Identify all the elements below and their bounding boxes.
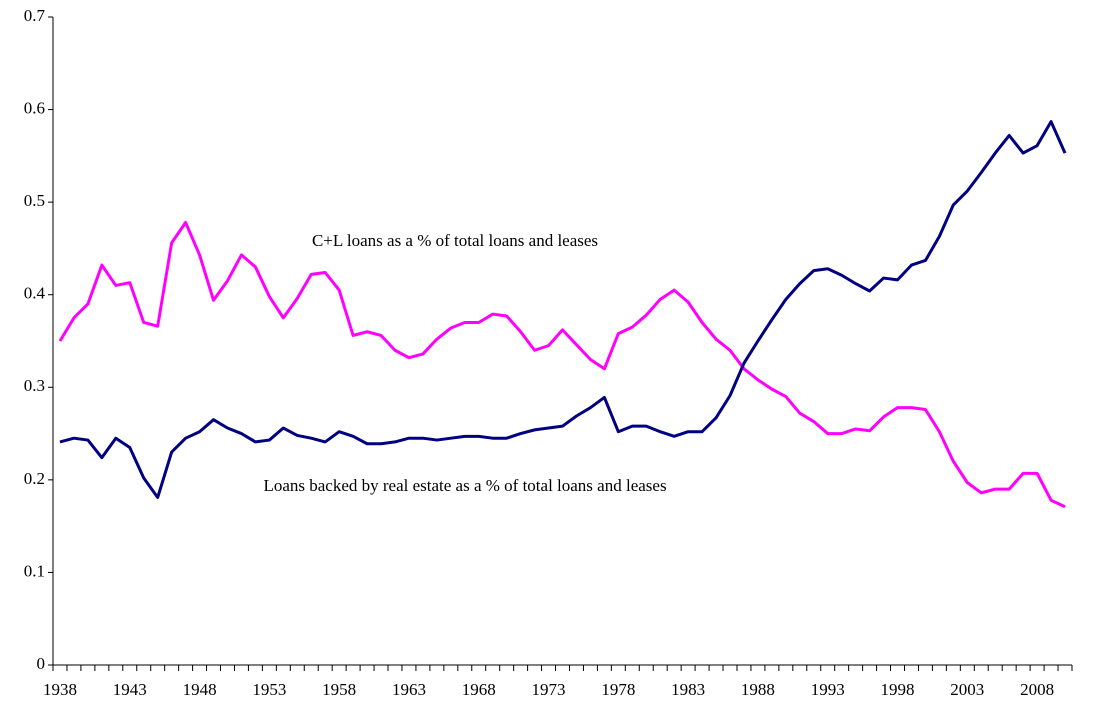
y-tick-label: 0.5 — [24, 191, 45, 210]
x-tick-label: 1993 — [811, 680, 845, 699]
y-tick-label: 0.1 — [24, 561, 45, 580]
x-tick-label: 1968 — [462, 680, 496, 699]
x-tick-label: 1988 — [741, 680, 775, 699]
x-tick-label: 1963 — [392, 680, 426, 699]
y-tick-label: 0.4 — [24, 284, 46, 303]
x-tick-label: 2008 — [1020, 680, 1054, 699]
x-tick-label: 1978 — [601, 680, 635, 699]
y-tick-label: 0 — [37, 654, 46, 673]
y-tick-label: 0.2 — [24, 469, 45, 488]
annotation: Loans backed by real estate as a % of to… — [263, 476, 666, 495]
series-line — [58, 221, 1066, 509]
x-tick-label: 1948 — [183, 680, 217, 699]
y-tick-label: 0.3 — [24, 376, 45, 395]
x-tick-label: 1943 — [113, 680, 147, 699]
x-tick-label: 1973 — [532, 680, 566, 699]
x-tick-label: 1983 — [671, 680, 705, 699]
x-tick-label: 1938 — [43, 680, 77, 699]
y-tick-label: 0.7 — [24, 6, 46, 25]
x-tick-label: 1958 — [322, 680, 356, 699]
x-tick-label: 1998 — [881, 680, 915, 699]
y-tick-label: 0.6 — [24, 98, 45, 117]
annotation: C+L loans as a % of total loans and leas… — [312, 231, 598, 250]
x-tick-label: 2003 — [950, 680, 984, 699]
x-tick-label: 1953 — [252, 680, 286, 699]
series-line — [59, 120, 1067, 499]
